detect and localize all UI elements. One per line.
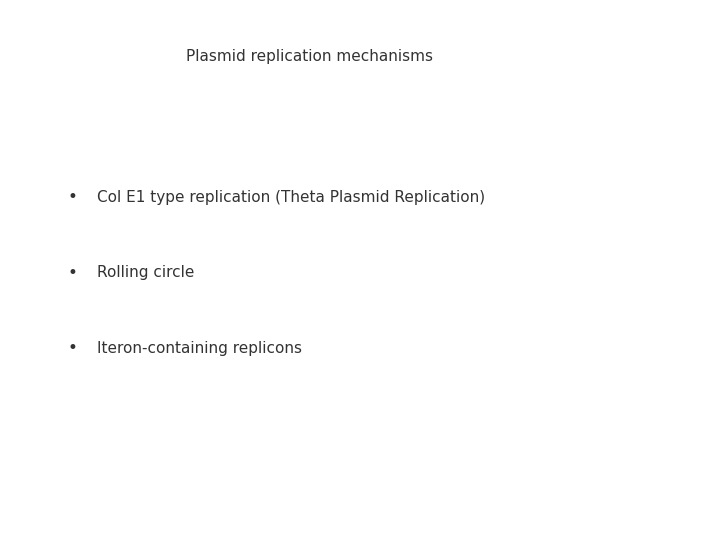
Text: Plasmid replication mechanisms: Plasmid replication mechanisms <box>186 49 433 64</box>
Text: •: • <box>67 264 77 282</box>
Text: Rolling circle: Rolling circle <box>97 265 194 280</box>
Text: •: • <box>67 188 77 206</box>
Text: Iteron-containing replicons: Iteron-containing replicons <box>97 341 302 356</box>
Text: •: • <box>67 339 77 357</box>
Text: Col E1 type replication (Theta Plasmid Replication): Col E1 type replication (Theta Plasmid R… <box>97 190 485 205</box>
